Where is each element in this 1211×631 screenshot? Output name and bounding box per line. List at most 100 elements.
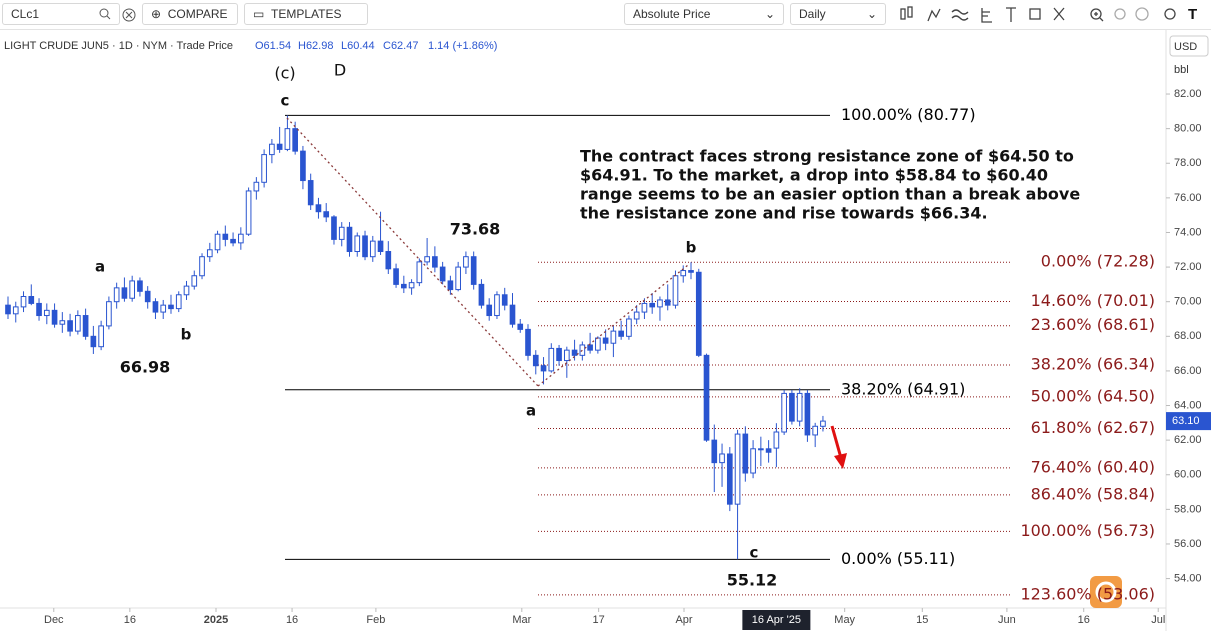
candle-body bbox=[292, 128, 298, 152]
candle-body bbox=[152, 301, 159, 313]
candle-body bbox=[726, 453, 733, 505]
templates-button[interactable]: ▭ TEMPLATES bbox=[244, 3, 368, 25]
y-tick-label: 66.00 bbox=[1174, 365, 1202, 377]
ohlc-open: O61.54 bbox=[255, 40, 291, 52]
candle-body bbox=[455, 266, 461, 291]
currency-box[interactable] bbox=[1169, 35, 1209, 57]
candle-body bbox=[711, 439, 718, 464]
candle-body bbox=[300, 150, 306, 182]
candle-body bbox=[408, 282, 415, 289]
x-tick-label: 17 bbox=[593, 614, 605, 626]
x-tick-label: 16 bbox=[1078, 614, 1090, 626]
candle-body bbox=[812, 425, 819, 436]
candle-body bbox=[191, 275, 198, 287]
candle-body bbox=[98, 325, 104, 348]
candle-body bbox=[688, 270, 694, 273]
candle-body bbox=[160, 304, 167, 313]
x-tick-label: Dec bbox=[44, 614, 64, 626]
y-tick-label: 74.00 bbox=[1174, 226, 1202, 238]
candle-body bbox=[773, 431, 780, 449]
candle-body bbox=[820, 420, 826, 427]
candle-body bbox=[416, 261, 423, 284]
price-label: 73.68 bbox=[450, 220, 501, 239]
tool-icons[interactable]: T bbox=[898, 3, 1208, 27]
y-tick-label: 60.00 bbox=[1174, 469, 1202, 481]
candle-body bbox=[595, 337, 601, 351]
x-tick-label: 2025 bbox=[204, 614, 228, 626]
candle-body bbox=[486, 304, 493, 317]
candle-body bbox=[28, 296, 35, 304]
candle-body bbox=[362, 235, 368, 258]
watermark bbox=[1090, 576, 1164, 608]
fib-label: 123.60% (53.06) bbox=[1020, 584, 1155, 603]
candle-body bbox=[610, 330, 617, 344]
fib-label: 23.60% (68.61) bbox=[1031, 315, 1155, 334]
candle-body bbox=[563, 349, 570, 362]
x-tick-label: 15 bbox=[916, 614, 928, 626]
y-tick-label: 72.00 bbox=[1174, 261, 1202, 273]
candle-body bbox=[245, 190, 252, 235]
last-price-label: 63.10 bbox=[1172, 415, 1200, 427]
y-tick-label: 64.00 bbox=[1174, 399, 1202, 411]
candle-body bbox=[719, 453, 725, 464]
ohlc-close: C62.47 bbox=[383, 40, 418, 52]
candle-body bbox=[789, 392, 795, 422]
last-price-tag bbox=[1166, 412, 1211, 431]
candle-body bbox=[424, 256, 430, 263]
interval-select[interactable]: Daily ⌄ bbox=[790, 3, 886, 25]
candle-body bbox=[253, 181, 260, 192]
y-tick-label: 68.00 bbox=[1174, 330, 1202, 342]
candle-body bbox=[338, 226, 345, 240]
candle-body bbox=[587, 344, 593, 351]
arrow-head bbox=[834, 453, 847, 469]
candle-body bbox=[540, 365, 547, 372]
price-mode-select[interactable]: Absolute Price ⌄ bbox=[624, 3, 784, 25]
candle-body bbox=[470, 256, 477, 285]
price-label: 66.98 bbox=[120, 358, 171, 377]
candle-body bbox=[494, 294, 500, 317]
candle-body bbox=[90, 335, 97, 348]
x-tick-label: Mar bbox=[512, 614, 531, 626]
note-line: The contract faces strong resistance zon… bbox=[580, 147, 1074, 166]
close-icon[interactable] bbox=[122, 8, 136, 22]
fib-label: 100.00% (56.73) bbox=[1020, 521, 1155, 540]
interval: Daily bbox=[799, 7, 826, 21]
candle-body bbox=[664, 299, 671, 306]
fib-label: 76.40% (60.40) bbox=[1031, 457, 1155, 476]
candle-body bbox=[238, 233, 244, 244]
candle-body bbox=[781, 392, 787, 433]
candle-body bbox=[369, 240, 376, 258]
ohlc-change: 1.14 (+1.86%) bbox=[428, 40, 497, 52]
chart: LIGHT CRUDE JUN5 · 1D · NYM · Trade Pric… bbox=[0, 30, 1211, 631]
fib-label: 38.20% (64.91) bbox=[841, 379, 965, 398]
candle-body bbox=[121, 287, 128, 299]
compare-label: COMPARE bbox=[167, 7, 228, 21]
candle-body bbox=[765, 448, 772, 453]
candle-body bbox=[579, 344, 586, 356]
candle-body bbox=[199, 256, 205, 277]
candle-body bbox=[129, 280, 136, 299]
candle-body bbox=[331, 216, 337, 240]
annotations: (c) D c a b 66.98 73.68 b a c 55.12 The … bbox=[95, 61, 1080, 590]
x-tick-label: Apr bbox=[675, 614, 692, 626]
search-icon bbox=[99, 8, 111, 20]
symbol-input[interactable]: CLc1 bbox=[2, 3, 120, 25]
candle-body bbox=[641, 302, 648, 313]
crosshair-date: 16 Apr '25 bbox=[752, 614, 801, 626]
candle-body bbox=[796, 392, 803, 422]
candle-body bbox=[377, 240, 384, 253]
candle-body bbox=[742, 433, 749, 474]
candle-body bbox=[307, 180, 314, 206]
candle-body bbox=[804, 392, 811, 436]
candle-body bbox=[633, 311, 640, 320]
toolbar: CLc1 ⊕ COMPARE ▭ TEMPLATES Absolute Pric… bbox=[0, 0, 1211, 30]
candle-body bbox=[175, 294, 182, 310]
candle-body bbox=[222, 233, 229, 240]
candle-body bbox=[276, 143, 283, 150]
candle-body bbox=[703, 354, 710, 441]
wave-label: b bbox=[686, 239, 697, 257]
candle-body bbox=[214, 233, 221, 251]
arrow-shaft bbox=[830, 425, 843, 459]
compare-button[interactable]: ⊕ COMPARE bbox=[142, 3, 238, 25]
candle-body bbox=[5, 304, 11, 315]
